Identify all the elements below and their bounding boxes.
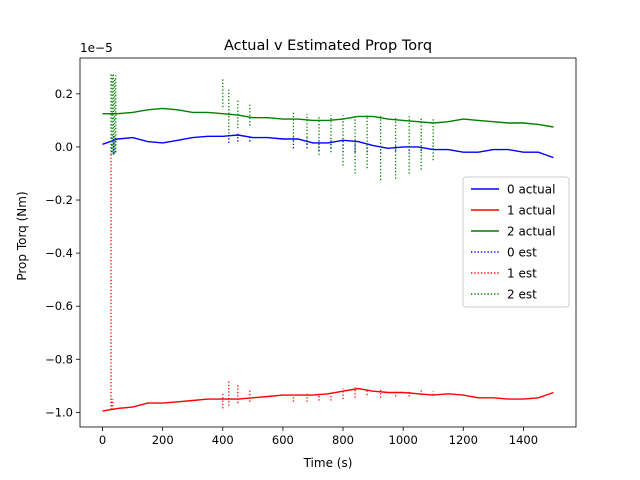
chart-title: Actual v Estimated Prop Torq bbox=[224, 38, 432, 54]
y-tick-label-5: −0.8 bbox=[45, 352, 73, 366]
x-tick-label-2: 400 bbox=[212, 433, 234, 447]
x-tick-label-1: 200 bbox=[152, 433, 174, 447]
x-tick-label-5: 1000 bbox=[389, 433, 418, 447]
series-line-0 bbox=[102, 134, 554, 159]
x-tick-label-3: 600 bbox=[272, 433, 294, 447]
x-tick-label-4: 800 bbox=[332, 433, 354, 447]
y-tick-label-3: −0.4 bbox=[45, 246, 73, 260]
legend: 0 actual 1 actual 2 actual 0 est 1 est 2 est bbox=[462, 176, 570, 308]
y-tick-label-4: −0.6 bbox=[45, 299, 73, 313]
y-tick-label-6: −1.0 bbox=[45, 405, 73, 419]
legend-label-5: 2 est bbox=[507, 288, 537, 302]
axes-frame bbox=[79, 57, 577, 428]
y-tick-label-2: −0.2 bbox=[45, 193, 73, 207]
legend-label-4: 1 est bbox=[507, 267, 537, 281]
legend-label-0: 0 actual bbox=[507, 183, 555, 197]
legend-label-3: 0 est bbox=[507, 246, 537, 260]
x-tick-label-6: 1200 bbox=[449, 433, 478, 447]
legend-label-1: 1 actual bbox=[507, 204, 555, 218]
y-offset-text: 1e−5 bbox=[80, 41, 113, 55]
legend-label-2: 2 actual bbox=[507, 225, 555, 239]
series-line-1 bbox=[102, 387, 554, 412]
axes-layer: 0 200 400 600 800 1000 1200 1400 0.2 0.0 −0.2 −0.4 −… bbox=[45, 57, 577, 447]
x-tick-label-7: 1400 bbox=[509, 433, 538, 447]
series-line-2 bbox=[102, 107, 554, 128]
y-tick-label-0: 0.2 bbox=[55, 87, 73, 101]
y-axis-label: Prop Torq (Nm) bbox=[15, 191, 29, 280]
series-layer bbox=[102, 72, 554, 412]
x-axis-label: Time (s) bbox=[303, 456, 353, 470]
y-tick-label-1: 0.0 bbox=[55, 140, 73, 154]
x-tick-label-0: 0 bbox=[99, 433, 106, 447]
